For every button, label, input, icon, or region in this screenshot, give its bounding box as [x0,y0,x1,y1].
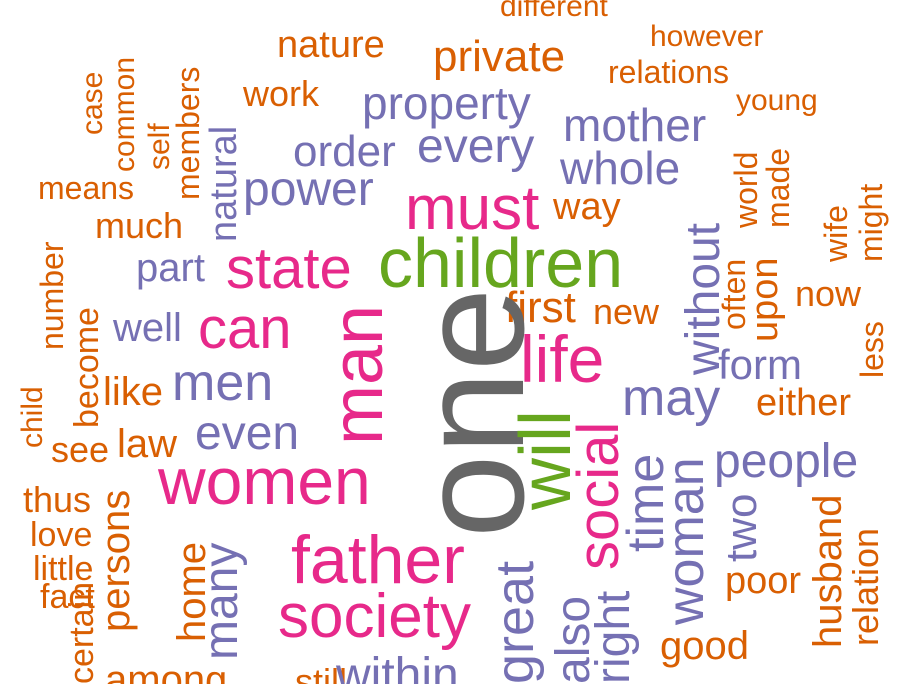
word-two: two [717,493,766,562]
word-upon: upon [744,257,786,342]
word-order: order [293,127,396,176]
word-property: property [362,77,531,129]
word-natural: natural [203,125,245,242]
word-means: means [38,170,135,206]
word-men: men [172,354,274,412]
word-people: people [714,435,859,488]
word-members: members [170,66,206,200]
word-must: must [405,174,540,243]
word-woman: woman [657,457,715,625]
word-world: world [728,151,764,228]
word-form: form [718,341,802,388]
word-either: either [756,382,852,424]
word-relation: relation [845,527,886,646]
word-young: young [736,84,818,117]
word-great: great [485,560,545,684]
word-nature: nature [277,24,385,66]
word-relations: relations [608,54,729,90]
word-work: work [243,73,320,114]
word-whole: whole [560,142,681,194]
word-first: first [505,283,576,332]
word-however: however [650,20,764,53]
word-even: even [195,407,300,460]
word-among: among [105,658,228,684]
word-like: like [103,370,164,414]
word-poor: poor [725,560,802,602]
word-case: case [76,71,109,135]
word-new: new [593,291,660,332]
word-see: see [51,429,110,470]
word-fact: fact [40,578,95,616]
word-wife: wife [818,205,854,262]
word-persons: persons [94,489,138,632]
word-child: child [16,386,49,448]
word-well: well [113,306,182,350]
word-good: good [660,624,749,668]
word-become: become [68,307,106,428]
word-many: many [195,542,248,660]
word-within: within [336,649,459,684]
word-state: state [226,236,352,301]
word-private: private [433,32,566,81]
word-right: right [587,590,640,684]
word-might: might [853,183,889,262]
word-common: common [108,56,141,172]
word-power: power [243,163,374,216]
word-women: women [158,444,371,518]
word-mother: mother [563,99,707,151]
word-father: father [291,522,465,598]
word-man: man [318,304,398,445]
word-different: different [500,0,608,23]
word-can: can [198,296,292,361]
word-certain: certain [63,581,101,684]
word-society: society [278,582,471,651]
word-little: little [33,550,94,588]
word-part: part [136,246,205,290]
word-now: now [795,273,862,314]
word-every: every [417,120,535,173]
word-children: children [378,224,624,302]
word-still: still [295,661,347,684]
word-law: law [117,422,178,466]
word-number: number [34,241,70,351]
word-way: way [553,186,621,228]
word-love: love [30,516,93,554]
word-may: may [622,369,721,427]
word-husband: husband [806,494,850,648]
word-made: made [760,147,796,228]
word-much: much [95,205,184,246]
word-less: less [854,321,890,378]
word-life: life [520,322,605,396]
word-thus: thus [23,479,92,520]
